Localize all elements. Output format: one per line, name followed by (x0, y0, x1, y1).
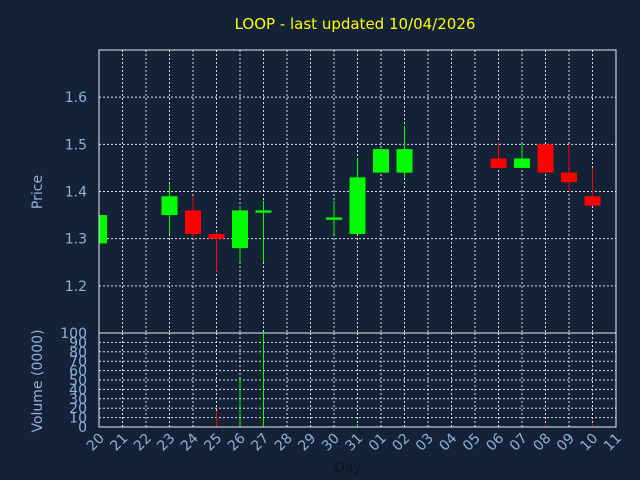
x-tick-label: 10 (577, 431, 601, 455)
price-y-axis-label: Price (30, 175, 46, 209)
volume-bars (216, 333, 593, 427)
candle-31 (349, 158, 366, 234)
x-tick-label: 25 (201, 431, 225, 455)
volume-y-tick-label: 70 (69, 354, 87, 370)
candle-body (208, 233, 225, 239)
x-tick-label: 07 (507, 431, 531, 455)
price-y-tick-label: 1.5 (65, 137, 87, 153)
x-tick-label: 02 (389, 431, 413, 455)
x-axis-label: Day (334, 460, 362, 476)
x-tick-label: 04 (436, 430, 460, 454)
candle-body (161, 196, 178, 216)
candle-body (584, 196, 601, 206)
x-tick-label: 05 (460, 431, 484, 455)
x-tick-label: 31 (342, 431, 366, 455)
x-tick-label: 06 (483, 430, 507, 454)
candle-30 (326, 200, 342, 234)
candles (99, 125, 601, 272)
x-tick-label: 11 (601, 431, 625, 455)
x-tick-label: 23 (154, 431, 178, 455)
candle-body (185, 210, 201, 234)
x-axis-ticks: 20 21 22 23 24 25 26 27 28 29 30 31 01 02 03 04 05 06 07 08… (84, 430, 625, 454)
volume-y-tick-label: 10 (69, 411, 87, 427)
candle-26 (232, 205, 248, 263)
volume-y-axis-label: Volume (0000) (30, 329, 46, 432)
volume-grid (98, 332, 617, 428)
candle-body (326, 217, 342, 220)
candle-body (490, 158, 507, 168)
volume-y-tick-label: 50 (69, 373, 87, 389)
x-tick-label: 22 (131, 431, 155, 455)
chart-title: LOOP - last updated 10/04/2026 (235, 15, 476, 33)
x-tick-label: 09 (554, 431, 578, 455)
x-tick-label: 28 (272, 431, 296, 455)
volume-y-tick-label: 40 (69, 382, 87, 398)
price-y-tick-label: 1.3 (65, 232, 87, 248)
price-panel: 1.2 1.3 1.4 1.5 1.6 Price (30, 49, 617, 334)
price-y-ticks: 1.2 1.3 1.4 1.5 1.6 (65, 90, 87, 295)
candle-body (514, 158, 530, 168)
candle-body (99, 215, 107, 244)
price-y-tick-label: 1.6 (65, 90, 87, 106)
volume-y-tick-label: 100 (60, 326, 87, 342)
x-tick-label: 21 (107, 431, 131, 455)
candle-06 (490, 141, 507, 168)
candle-10 (584, 167, 601, 206)
x-tick-label: 27 (248, 431, 272, 455)
candle-27 (255, 200, 272, 263)
candle-body (255, 210, 272, 213)
candle-09 (561, 144, 577, 192)
candle-25 (208, 231, 225, 272)
candle-20 (99, 215, 107, 244)
candle-body (232, 210, 248, 249)
volume-y-tick-label: 0 (78, 420, 87, 436)
candle-23 (161, 184, 178, 234)
x-tick-label: 03 (413, 431, 437, 455)
candle-02 (396, 125, 413, 178)
volume-y-tick-label: 80 (69, 345, 87, 361)
candle-24 (185, 196, 201, 239)
candle-body (537, 144, 554, 173)
candle-body (561, 172, 577, 183)
candle-body (396, 149, 413, 173)
price-y-tick-label: 1.4 (65, 185, 87, 201)
candle-07 (514, 144, 530, 168)
price-y-tick-label: 1.2 (65, 279, 87, 295)
x-tick-label: 24 (178, 430, 202, 454)
volume-y-tick-label: 20 (69, 401, 87, 417)
x-tick-label: 26 (225, 430, 249, 454)
x-tick-label: 01 (366, 431, 390, 455)
volume-y-tick-label: 60 (69, 364, 87, 380)
x-tick-label: 20 (84, 431, 108, 455)
x-tick-label: 30 (319, 431, 343, 455)
x-tick-label: 29 (295, 431, 319, 455)
candle-body (349, 177, 366, 234)
volume-frame (98, 332, 617, 428)
candle-body (373, 149, 389, 173)
volume-y-tick-label: 30 (69, 392, 87, 408)
candle-08 (537, 144, 554, 173)
candle-01 (373, 149, 389, 173)
x-tick-label: 08 (530, 431, 554, 455)
volume-y-tick-label: 90 (69, 335, 87, 351)
